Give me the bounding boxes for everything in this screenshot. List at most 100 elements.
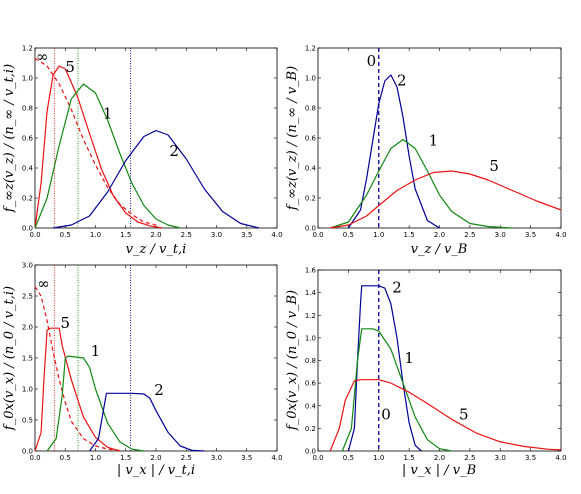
x-tick-label: 1.5	[404, 454, 415, 462]
curve-label: 5	[60, 314, 70, 332]
x-tick-label: 3.5	[525, 231, 536, 239]
x-axis-label: v_z / v_t,i	[126, 242, 187, 257]
y-tick-label: 0.2	[22, 195, 33, 203]
x-tick-label: 4.0	[271, 454, 282, 462]
series-line-5	[34, 65, 163, 229]
x-tick-label: 4.0	[555, 454, 566, 462]
x-tick-label: 3.0	[495, 231, 506, 239]
series-line-1	[341, 328, 452, 452]
x-tick-label: 2.0	[434, 454, 445, 462]
x-tick-label: 0.5	[343, 454, 354, 462]
y-tick-label: 1.2	[305, 312, 316, 320]
x-tick-label: 1.5	[120, 454, 131, 462]
y-tick-label: 1.6	[305, 267, 317, 275]
y-tick-label: 0.2	[305, 425, 316, 433]
y-tick-label: 0.8	[305, 357, 316, 365]
x-tick-label: 3.0	[211, 454, 222, 462]
x-tick-label: 0.5	[60, 454, 71, 462]
series-line-1	[330, 138, 513, 229]
x-tick-label: 2.0	[150, 231, 161, 239]
y-tick-label: 3.0	[22, 262, 33, 270]
curve-label: 1	[429, 132, 439, 150]
x-tick-label: 2.5	[181, 231, 192, 239]
x-tick-label: 1.0	[90, 454, 101, 462]
curve-label: 5	[65, 58, 75, 76]
y-tick-label: 1.0	[305, 334, 316, 342]
x-tick-label: 2.0	[434, 231, 445, 239]
y-tick-label: 0.8	[22, 105, 33, 113]
y-tick-label: 0.0	[22, 225, 33, 233]
curve-label: 5	[459, 405, 469, 423]
x-tick-label: 0.0	[312, 231, 323, 239]
series-line-2	[347, 74, 440, 229]
y-tick-label: 1.0	[22, 386, 33, 394]
x-tick-label: 1.0	[373, 231, 384, 239]
series-line-1	[34, 83, 181, 229]
curve-label: 1	[103, 105, 113, 123]
x-tick-label: 3.5	[241, 231, 252, 239]
plot-frame	[34, 264, 278, 452]
x-tick-label: 3.0	[495, 454, 506, 462]
x-tick-label: 1.5	[120, 231, 131, 239]
y-tick-label: 0.4	[305, 402, 317, 410]
x-tick-label: 2.5	[464, 454, 475, 462]
x-tick-label: 0.0	[29, 454, 40, 462]
curve-label: ∞	[36, 48, 49, 66]
series-line-5	[330, 170, 562, 229]
y-tick-label: 0.5	[22, 417, 33, 425]
series-line-∞	[34, 57, 157, 226]
series-line-2	[53, 129, 260, 229]
y-tick-label: 0.8	[305, 105, 316, 113]
y-tick-label: 0.0	[305, 225, 316, 233]
plot-frame	[317, 47, 562, 229]
y-tick-label: 0.6	[305, 135, 317, 143]
curve-label: 2	[397, 72, 407, 90]
curve-label: 2	[154, 381, 164, 399]
y-axis-label: f_∞z(v_z) / (n_∞ / v_t,i)	[2, 64, 17, 213]
y-axis-label: f_∞z(v_z) / (n_∞ / v_B)	[285, 66, 300, 211]
series-line-2	[347, 285, 422, 452]
y-tick-label: 0.6	[305, 380, 317, 388]
x-tick-label: 1.0	[90, 231, 101, 239]
x-axis-label: | v_x | / v_B	[402, 463, 476, 478]
x-tick-label: 2.0	[150, 454, 161, 462]
y-axis-label: f_0x(v_x) / (n_0 / v_t,i)	[2, 286, 17, 431]
y-tick-label: 1.0	[305, 75, 316, 83]
y-tick-label: 0.2	[305, 195, 316, 203]
y-tick-label: 0.0	[22, 448, 33, 456]
y-tick-label: 1.2	[22, 45, 33, 53]
y-tick-label: 1.5	[22, 355, 33, 363]
x-tick-label: 2.5	[181, 454, 192, 462]
y-tick-label: 1.0	[22, 75, 33, 83]
x-tick-label: 4.0	[271, 231, 282, 239]
y-tick-label: 0.6	[22, 135, 34, 143]
y-tick-label: 1.4	[305, 289, 317, 297]
x-tick-label: 3.0	[211, 231, 222, 239]
y-tick-label: 0.0	[305, 448, 316, 456]
curve-label: 0	[367, 52, 377, 70]
y-tick-label: 2.5	[22, 293, 33, 301]
x-tick-label: 1.5	[404, 231, 415, 239]
series-line-5	[34, 327, 120, 452]
x-tick-label: 0.0	[312, 454, 323, 462]
x-tick-label: 1.0	[373, 454, 384, 462]
series-line-5	[329, 379, 562, 452]
curve-label: 1	[404, 349, 414, 367]
curve-label: ∞	[37, 275, 50, 293]
curve-label: 2	[169, 142, 179, 160]
x-tick-label: 4.0	[555, 231, 566, 239]
y-tick-label: 1.2	[305, 45, 316, 53]
series-line-∞	[34, 286, 120, 451]
y-tick-label: 0.4	[22, 165, 34, 173]
x-axis-label: | v_x | / v_t,i	[117, 463, 195, 478]
panel-top-right: 0.0 0.5 1.0 1.5 2.0 2.5 3.0 3.5 4.0 0.0 0.2 0.4 0.6 0…	[285, 45, 567, 258]
x-tick-label: 2.5	[464, 231, 475, 239]
y-tick-label: 2.0	[22, 324, 33, 332]
x-tick-label: 0.5	[343, 231, 354, 239]
panel-bottom-left: 0.0 0.5 1.0 1.5 2.0 2.5 3.0 3.5 4.0 0.0 0.5 1.0 1.5 2…	[2, 262, 283, 479]
panel-top-left: 0.0 0.5 1.0 1.5 2.0 2.5 3.0 3.5 4.0 0.0 0.2 0.4 0.6 0…	[2, 45, 283, 258]
x-tick-label: 0.5	[60, 231, 71, 239]
x-axis-label: v_z / v_B	[411, 242, 468, 257]
x-tick-label: 3.5	[525, 454, 536, 462]
